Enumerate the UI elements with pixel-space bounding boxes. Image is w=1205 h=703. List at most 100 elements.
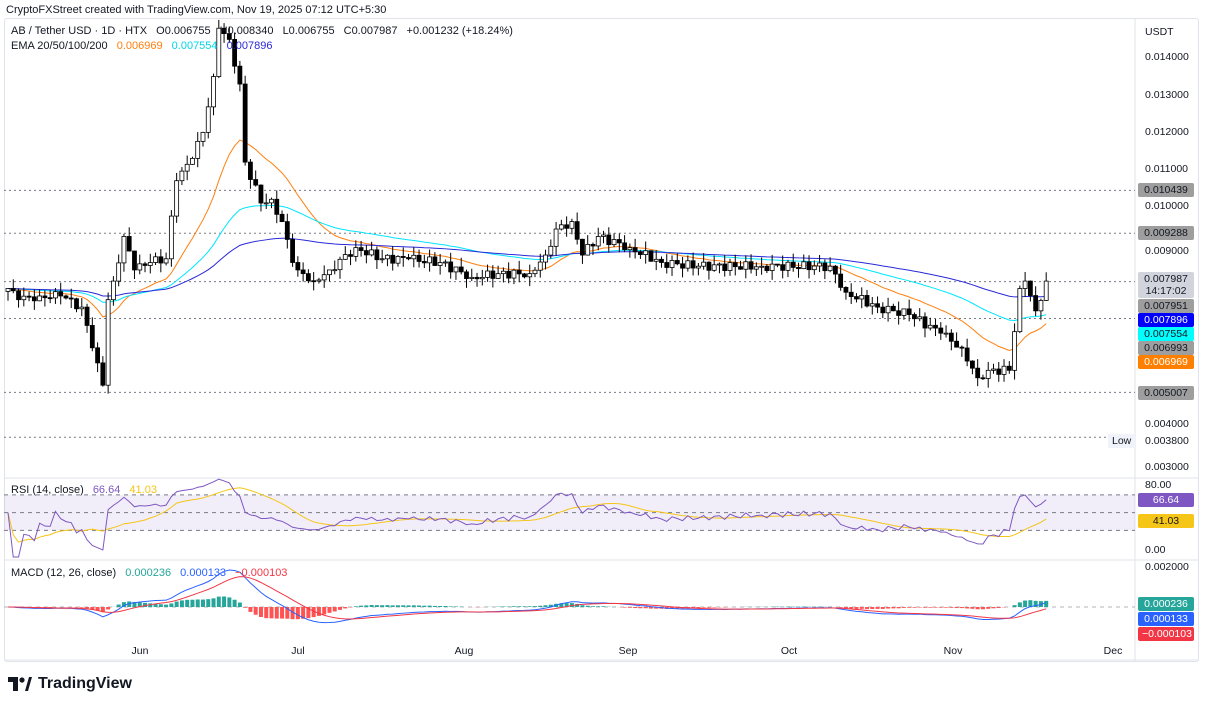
- macd-histogram-bar: [859, 607, 864, 609]
- macd-histogram-bar: [285, 607, 290, 619]
- macd-histogram-bar: [706, 607, 711, 608]
- macd-histogram-bar: [169, 603, 174, 607]
- macd-histogram-bar: [190, 599, 195, 607]
- candle-body: [42, 295, 48, 299]
- macd-histogram-bar: [369, 605, 374, 607]
- symbol-title[interactable]: AB / Tether USD · 1D · HTX: [11, 25, 148, 37]
- ema-label[interactable]: EMA 20/50/100/200: [11, 40, 108, 52]
- macd-histogram-bar: [127, 601, 132, 607]
- candle-body: [474, 276, 480, 280]
- price-axis-label: 0.014000: [1145, 51, 1189, 63]
- macd-histogram-bar: [143, 602, 148, 607]
- macd-histogram-bar: [290, 607, 295, 620]
- macd-histogram-bar: [227, 597, 232, 607]
- macd-histogram-bar: [701, 607, 706, 608]
- candle-body: [427, 256, 433, 264]
- candle-body: [558, 224, 564, 230]
- price-badge: 0.005007: [1138, 386, 1194, 400]
- price-badge: 0.007896: [1138, 313, 1194, 327]
- macd-histogram-bar: [501, 606, 506, 607]
- macd-histogram-bar: [264, 607, 269, 619]
- candle-body: [121, 236, 127, 264]
- tradingview-logo[interactable]: TradingView: [8, 675, 132, 693]
- candle-body: [817, 262, 822, 267]
- candle-body: [469, 276, 475, 279]
- macd-histogram-bar: [200, 599, 205, 607]
- macd-histogram-bar: [411, 605, 416, 607]
- candle-body: [511, 269, 517, 279]
- price-badge: 0.007951: [1138, 299, 1194, 313]
- candle-body: [168, 215, 174, 260]
- candle-body: [464, 271, 469, 279]
- price-badge-value: 0.007896: [1144, 314, 1188, 326]
- candle-body: [564, 224, 570, 229]
- macd-histogram-bar: [517, 606, 522, 607]
- candle-body: [801, 261, 807, 270]
- macd-histogram-bar: [907, 607, 912, 608]
- macd-label[interactable]: MACD (12, 26, close): [11, 567, 117, 579]
- macd-histogram-bar: [627, 607, 632, 608]
- candle-body: [796, 266, 801, 270]
- rsi-label[interactable]: RSI (14, close): [11, 484, 84, 496]
- candle-body: [26, 295, 32, 298]
- candle-body: [601, 234, 606, 237]
- rsi-ma-badge: 41.03: [1138, 514, 1194, 528]
- macd-histogram-bar: [548, 604, 553, 607]
- candle-body: [132, 250, 137, 271]
- candle-body: [606, 234, 612, 246]
- candle-body: [811, 265, 817, 271]
- candle-body: [780, 264, 786, 271]
- candle-body: [938, 327, 944, 334]
- macd-histogram-bar: [691, 607, 696, 609]
- price-badge-value: 0.009288: [1144, 227, 1188, 239]
- candle-body: [111, 280, 116, 301]
- candle-body: [664, 262, 670, 268]
- candle-body: [748, 261, 754, 270]
- candle-body: [785, 261, 791, 271]
- candle-body: [1006, 365, 1012, 371]
- macd-histogram-bar: [316, 607, 321, 616]
- ohlc-low: L0.006755: [282, 25, 335, 37]
- candle-body: [342, 254, 348, 260]
- macd-histogram-bar: [422, 605, 427, 607]
- candle-body: [495, 273, 501, 279]
- candle-body: [506, 270, 512, 279]
- candle-body: [595, 236, 601, 247]
- candle-body: [611, 239, 617, 246]
- macd-histogram-bar: [327, 607, 332, 613]
- macd-histogram-bar: [432, 605, 437, 607]
- time-axis-label: Aug: [454, 645, 474, 657]
- candle-body: [390, 254, 396, 264]
- macd-histogram-bar: [185, 599, 190, 607]
- macd-histogram-bar: [322, 607, 327, 615]
- ohlc-close: C0.007987: [343, 25, 398, 37]
- candle-body: [543, 254, 548, 263]
- candle-body: [717, 263, 722, 266]
- macd-histogram-bar: [353, 606, 358, 607]
- macd-histogram-bar: [417, 605, 422, 607]
- macd-histogram-bar: [928, 607, 933, 608]
- candle-body: [753, 266, 759, 270]
- candle-body: [806, 261, 812, 271]
- candle-body: [443, 261, 448, 264]
- candle-body: [590, 244, 596, 247]
- candle-body: [985, 369, 991, 379]
- candle-body: [738, 266, 743, 270]
- macd-histogram-bar: [443, 606, 448, 607]
- candle-body: [964, 347, 970, 362]
- candle-body: [674, 260, 680, 265]
- candle-body: [885, 305, 891, 314]
- candle-body: [437, 262, 443, 266]
- candle-body: [954, 340, 959, 348]
- candle-body: [890, 305, 896, 312]
- chart-credit: CryptoFXStreet created with TradingView.…: [6, 4, 387, 16]
- candle-body: [548, 245, 554, 256]
- candle-body: [743, 261, 749, 270]
- candle-body: [927, 324, 933, 329]
- tv-logo-icon: [8, 677, 32, 691]
- candle-body: [21, 295, 27, 301]
- candle-body: [485, 270, 490, 278]
- candle-body: [353, 247, 359, 257]
- macd-histogram-bar: [633, 607, 638, 609]
